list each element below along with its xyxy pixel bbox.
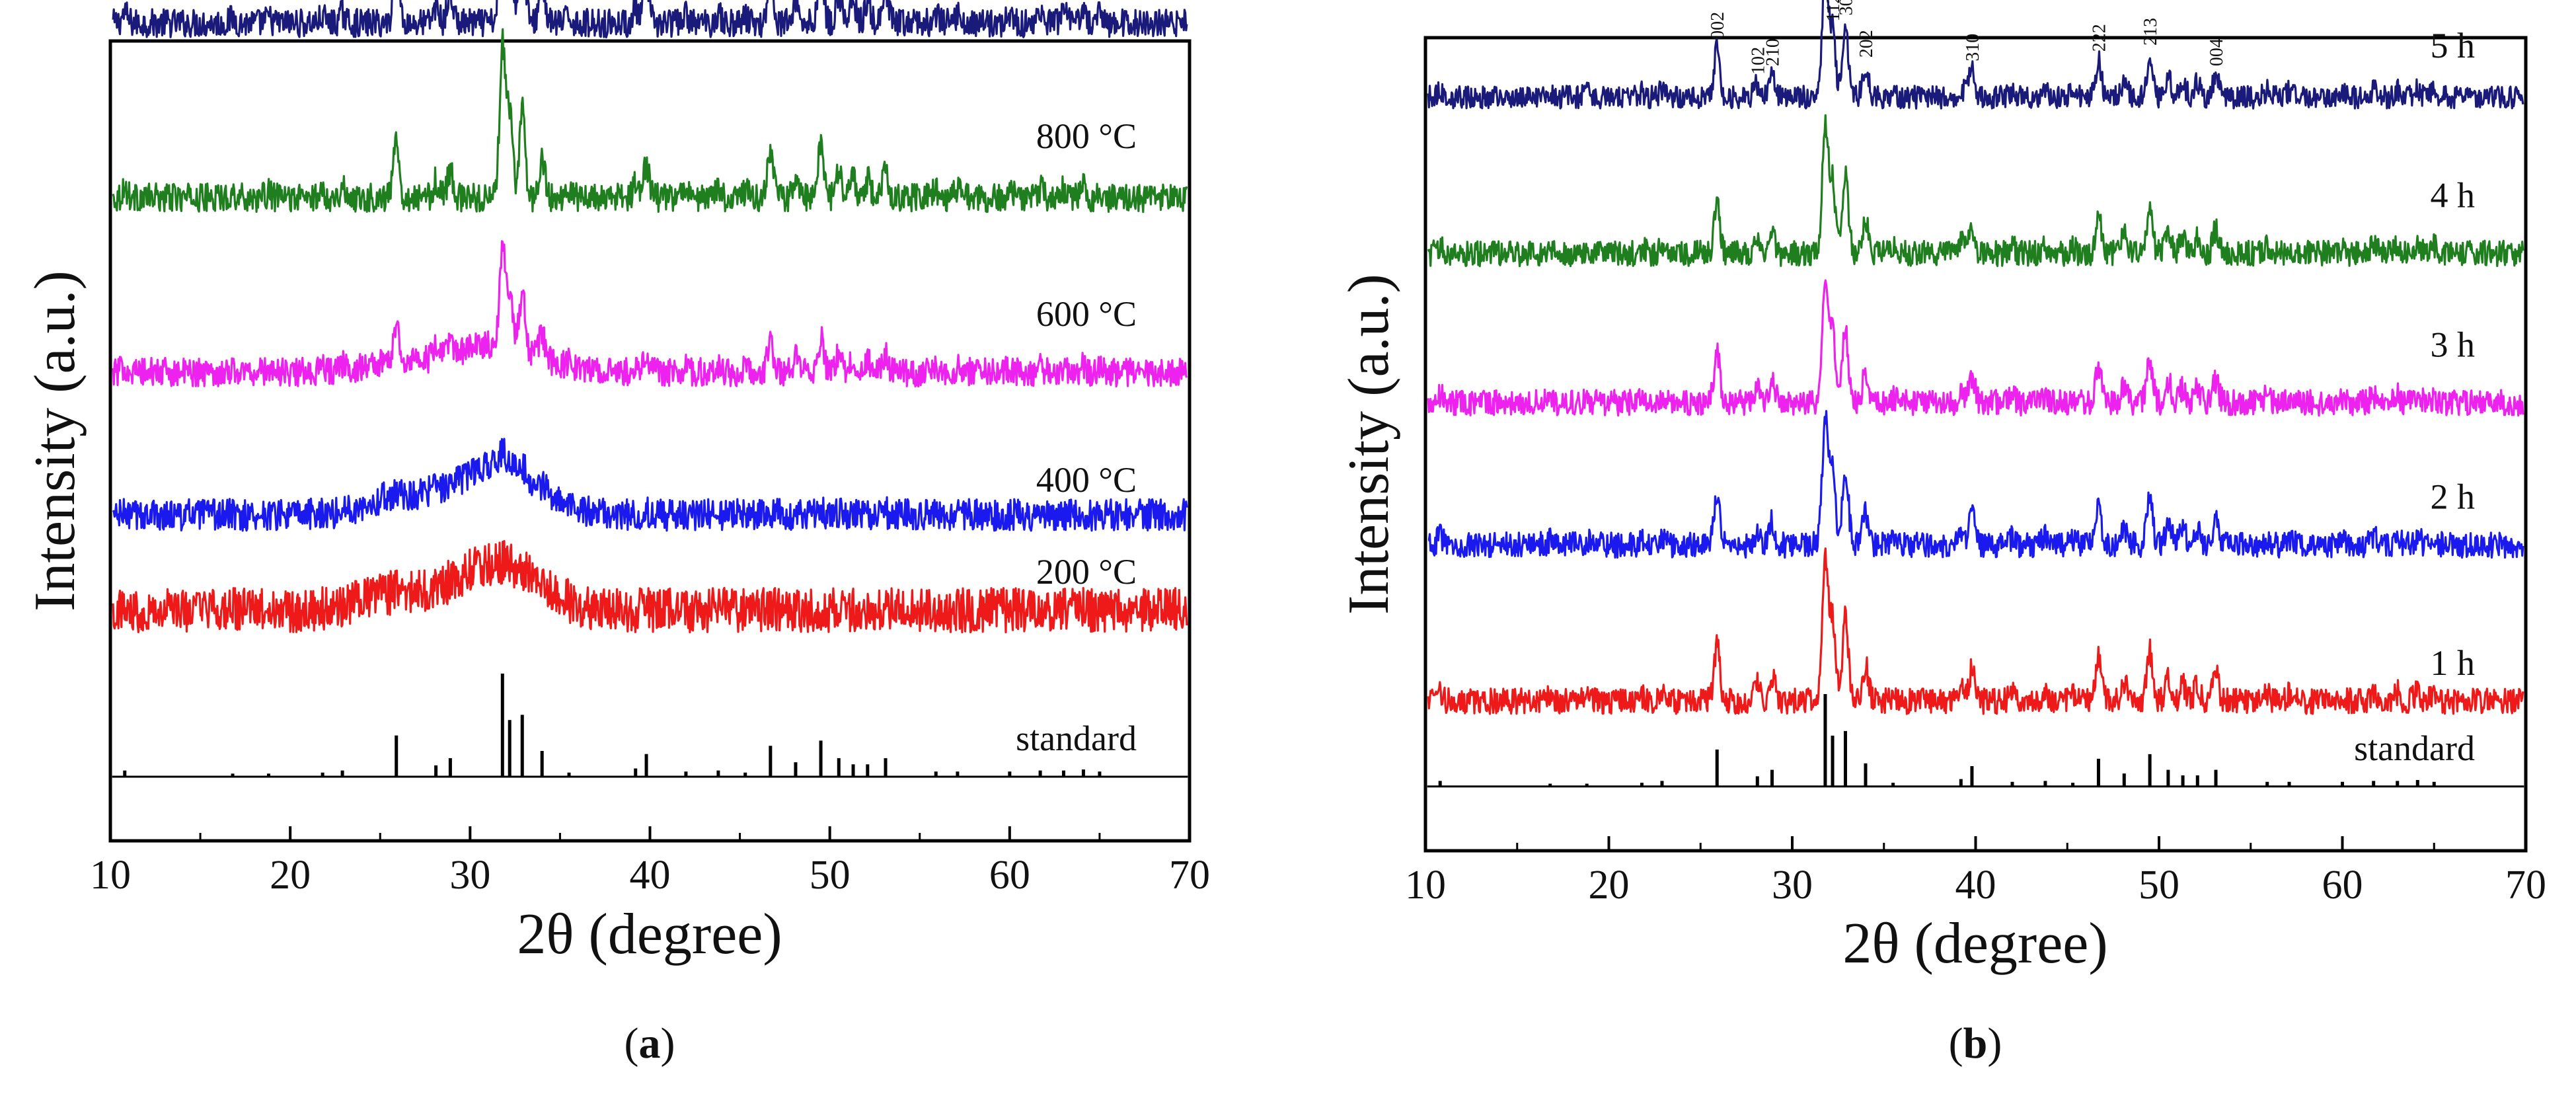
peak-label-004: 004 xyxy=(2207,38,2227,66)
peak-label-102: 102 xyxy=(1748,47,1768,75)
x-tick-label: 10 xyxy=(90,853,131,898)
series-label-standard: standard xyxy=(2354,728,2475,768)
x-tick-label: 60 xyxy=(989,853,1030,898)
panel-b-series-layer xyxy=(1427,0,2524,788)
series-label-3-h: 3 h xyxy=(2431,325,2476,364)
series-line-200-c xyxy=(112,540,1188,634)
x-tick-label: 40 xyxy=(1955,863,1996,908)
series-line-1000-c xyxy=(112,0,1188,38)
series-label-2-h: 2 h xyxy=(2431,477,2476,516)
panel-b-panel-letter: b xyxy=(1963,1019,1988,1068)
x-tick-label: 60 xyxy=(2322,863,2363,908)
panel-a-y-axis-title: Intensity (a.u.) xyxy=(23,270,87,611)
series-line-5-h xyxy=(1427,0,2524,110)
x-tick-label: 70 xyxy=(1169,853,1210,898)
panel-b-x-axis-title: 2θ (degree) xyxy=(1842,912,2107,976)
peak-label-112: 112 xyxy=(1823,0,1844,22)
peak-label-202: 202 xyxy=(1856,30,1877,58)
panel-a-series-layer xyxy=(112,0,1188,778)
series-standard xyxy=(112,674,1188,778)
x-tick-label: 40 xyxy=(630,853,671,898)
series-label-800-c: 800 °C xyxy=(1036,116,1137,156)
panel-b-x-axis: 10 20 30 40 50 60 70 xyxy=(1405,836,2546,908)
x-tick-label: 30 xyxy=(1772,863,1813,908)
series-standard xyxy=(1427,694,2524,788)
x-tick-label: 30 xyxy=(449,853,490,898)
series-label-standard: standard xyxy=(1016,719,1137,758)
series-line-400-c xyxy=(112,438,1188,532)
series-label-200-c: 200 °C xyxy=(1036,552,1137,592)
panel-a-x-axis: 10 20 30 40 50 60 70 xyxy=(90,826,1210,898)
series-line-1-h xyxy=(1427,547,2524,715)
x-tick-label: 20 xyxy=(1589,863,1630,908)
series-line-2-h xyxy=(1427,410,2524,559)
x-tick-label: 20 xyxy=(270,853,311,898)
peak-label-222: 222 xyxy=(2089,24,2109,52)
series-label-600-c: 600 °C xyxy=(1036,294,1137,334)
panel-b-panel-label: (b) xyxy=(1949,1019,2002,1068)
peak-label-310: 310 xyxy=(1963,34,1983,61)
panel-a-panel-label: (a) xyxy=(625,1019,675,1068)
panel-a-x-axis-title: 2θ (degree) xyxy=(517,902,782,966)
peak-label-210: 210 xyxy=(1763,38,1784,66)
x-tick-label: 70 xyxy=(2505,863,2546,908)
series-line-4-h xyxy=(1427,114,2524,268)
series-label-400-c: 400 °C xyxy=(1036,460,1137,500)
peak-label-002: 002 xyxy=(1708,12,1728,40)
series-label-1-h: 1 h xyxy=(2431,643,2476,683)
series-label-4-h: 4 h xyxy=(2431,176,2476,215)
x-tick-label: 50 xyxy=(2139,863,2179,908)
x-tick-label: 10 xyxy=(1405,863,1446,908)
panel-b-peak-labels: 5 h4 h3 h2 h1 hstandard00210221021111230… xyxy=(1708,0,2475,768)
series-line-3-h xyxy=(1427,279,2524,417)
panel-b-y-axis-title: Intensity (a.u.) xyxy=(1337,274,1401,615)
peak-label-300: 300 xyxy=(1837,0,1857,15)
panel-a-panel-letter: a xyxy=(639,1019,661,1068)
series-label-5-h: 5 h xyxy=(2431,26,2476,65)
peak-label-213: 213 xyxy=(2140,18,2161,46)
x-tick-label: 50 xyxy=(810,853,851,898)
series-line-800-c xyxy=(112,28,1188,214)
panel-b-chart: 5 h4 h3 h2 h1 hstandard00210221021111230… xyxy=(1337,0,2546,1068)
series-line-600-c xyxy=(112,240,1188,388)
